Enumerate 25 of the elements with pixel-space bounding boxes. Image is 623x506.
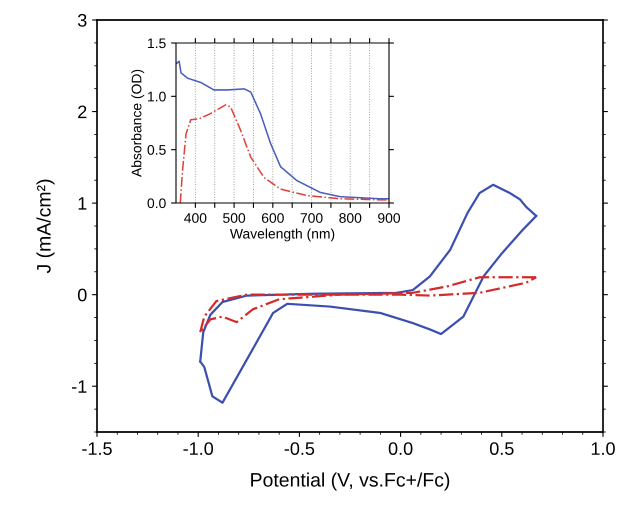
y-tick-label: 0 [78,288,87,302]
x-axis-title: Potential (V, vs.Fc+/Fc) [251,472,450,491]
x-axis-title: Wavelength (nm) [230,228,334,242]
x-tick-label: 0.0 [388,442,412,455]
y-tick-label: 0.0 [148,198,166,208]
y-tick-label: 0.5 [148,145,166,155]
x-tick-label: -1.5 [82,442,112,455]
x-tick-label: 500 [223,213,246,223]
x-tick-label: 1.0 [592,442,615,455]
y-tick-label: -1 [72,380,86,393]
y-tick-label: 2 [78,105,86,118]
x-tick-label: 800 [339,213,362,223]
y-tick-label: 1.5 [148,38,166,48]
x-tick-label: -0.5 [284,442,314,455]
y-axis-title: J (mA/cm²) [36,180,55,274]
x-tick-label: 900 [378,213,400,223]
x-tick-label: 0.5 [490,442,514,455]
y-tick-label: 3 [78,14,86,27]
x-tick-label: 700 [300,213,323,223]
x-tick-label: 400 [184,213,206,223]
y-tick-label: 1 [78,197,86,210]
x-tick-label: 600 [262,213,284,223]
y-axis-title: Absorbance (OD) [131,70,144,177]
y-tick-label: 1.0 [148,92,166,102]
x-tick-label: -1.0 [183,442,214,455]
